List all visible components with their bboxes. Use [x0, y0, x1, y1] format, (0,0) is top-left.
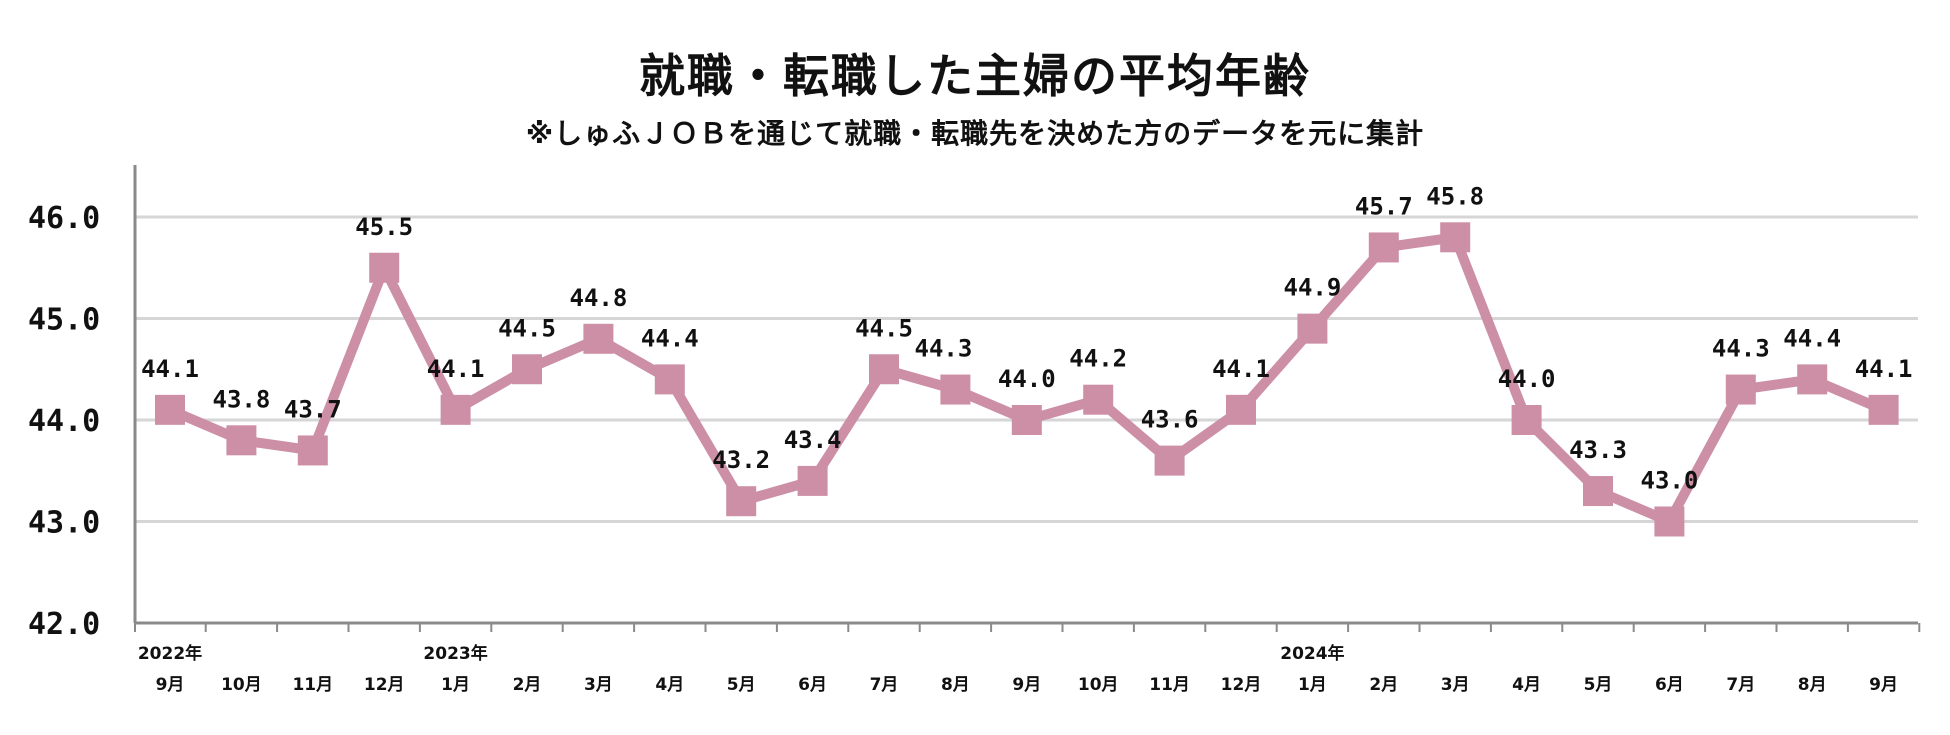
- data-label: 45.5: [355, 213, 413, 241]
- chart-subtitle: ※しゅふＪＯＢを通じて就職・転職先を決めた方のデータを元に集計: [525, 117, 1425, 150]
- data-label: 43.6: [1141, 406, 1199, 434]
- x-tick-label: 2月: [1369, 675, 1398, 695]
- data-point-marker: [1226, 394, 1256, 425]
- data-point-marker: [1583, 476, 1613, 507]
- data-point-marker: [440, 394, 471, 425]
- data-label: 43.2: [712, 446, 770, 474]
- x-tick-label: 3月: [1441, 675, 1470, 695]
- x-tick-label: 6月: [798, 675, 827, 695]
- data-point-marker: [369, 252, 400, 283]
- data-label: 44.0: [1498, 365, 1556, 393]
- x-tick-label: 11月: [292, 675, 333, 695]
- x-tick-label: 1月: [1298, 675, 1327, 695]
- data-label: 44.0: [998, 365, 1056, 393]
- x-tick-label: 5月: [727, 675, 756, 695]
- data-label: 44.4: [641, 324, 699, 352]
- data-label: 44.9: [1284, 274, 1342, 302]
- x-tick-label: 4月: [655, 675, 684, 695]
- y-tick-label: 42.0: [28, 607, 100, 642]
- x-tick-label: 4月: [1512, 675, 1541, 695]
- data-label: 44.4: [1783, 324, 1841, 352]
- data-label: 43.0: [1641, 467, 1699, 495]
- data-point-marker: [155, 394, 185, 425]
- data-point-marker: [1868, 394, 1899, 425]
- data-point-marker: [1511, 405, 1542, 435]
- x-tick-label: 12月: [1221, 675, 1262, 695]
- data-label: 45.7: [1355, 192, 1413, 220]
- x-tick-label: 2月: [513, 675, 542, 695]
- x-tick-label: 5月: [1584, 675, 1613, 695]
- axes: [133, 165, 1921, 632]
- data-point-marker: [1440, 222, 1471, 253]
- chart-title: 就職・転職した主婦の平均年齢: [639, 49, 1311, 103]
- x-year-label: 2023年: [423, 643, 487, 664]
- x-tick-labels: 9月 10月 11月 12月 1月 2月 3月 4月 5月 6月 7月 8月 9月 10月 11月 12月 1月…: [138, 643, 1898, 695]
- data-label: 45.8: [1426, 182, 1484, 210]
- data-point-marker: [654, 364, 685, 395]
- data-point-marker: [940, 374, 971, 405]
- data-label: 44.1: [1855, 355, 1913, 383]
- data-point-marker: [726, 486, 757, 517]
- gridlines: [135, 215, 1918, 523]
- data-label: 44.1: [141, 355, 199, 383]
- x-year-label: 2024年: [1280, 643, 1344, 664]
- data-label: 43.4: [784, 426, 842, 454]
- x-tick-label: 3月: [584, 675, 613, 695]
- data-label: 44.2: [1069, 345, 1127, 373]
- data-point-marker: [512, 354, 542, 385]
- data-point-marker: [1368, 232, 1399, 263]
- y-tick-labels: 42.0 43.0 44.0 45.0 46.0: [28, 201, 100, 642]
- data-point-marker: [869, 354, 899, 385]
- data-point-marker: [1725, 374, 1756, 405]
- data-point-marker: [1797, 364, 1828, 395]
- x-tick-label: 10月: [1078, 675, 1119, 695]
- data-point-marker: [297, 435, 328, 466]
- y-tick-label: 45.0: [28, 303, 100, 338]
- data-point-marker: [583, 323, 614, 354]
- x-tick-label: 7月: [1726, 675, 1755, 695]
- data-label: 43.3: [1569, 436, 1627, 464]
- data-point-marker: [1011, 405, 1042, 435]
- data-label: 44.1: [427, 355, 485, 383]
- x-tick-label: 6月: [1655, 675, 1684, 695]
- x-tick-label: 12月: [364, 675, 405, 695]
- x-tick-label: 9月: [1012, 675, 1041, 695]
- x-year-label: 2022年: [138, 643, 202, 664]
- data-point-marker: [797, 465, 828, 496]
- x-tick-label: 7月: [870, 675, 899, 695]
- data-point-marker: [1297, 313, 1328, 344]
- data-label: 44.3: [915, 335, 973, 363]
- x-tick-label: 11月: [1149, 675, 1190, 695]
- x-tick-label: 8月: [941, 675, 970, 695]
- y-tick-label: 46.0: [28, 201, 100, 236]
- data-label: 44.5: [855, 314, 913, 342]
- data-series: [155, 222, 1899, 537]
- y-tick-label: 44.0: [28, 404, 100, 439]
- data-label: 44.8: [570, 284, 628, 312]
- x-tick-label: 9月: [156, 675, 185, 695]
- x-tick-label: 10月: [221, 675, 262, 695]
- y-tick-label: 43.0: [28, 506, 100, 541]
- data-label: 44.1: [1212, 355, 1270, 383]
- data-labels: 44.1 43.8 43.7 45.5 44.1 44.5 44.8 44.4 43.2 43.4…: [141, 182, 1912, 494]
- data-label: 43.8: [213, 385, 271, 413]
- x-tick-label: 8月: [1798, 675, 1827, 695]
- data-point-marker: [1154, 445, 1185, 476]
- data-label: 43.7: [284, 395, 342, 423]
- data-label: 44.5: [498, 314, 556, 342]
- data-point-marker: [1654, 506, 1685, 537]
- data-label: 44.3: [1712, 335, 1770, 363]
- x-tick-label: 9月: [1869, 675, 1898, 695]
- x-tick-label: 1月: [441, 675, 470, 695]
- data-point-marker: [226, 425, 257, 456]
- data-point-marker: [1083, 384, 1114, 415]
